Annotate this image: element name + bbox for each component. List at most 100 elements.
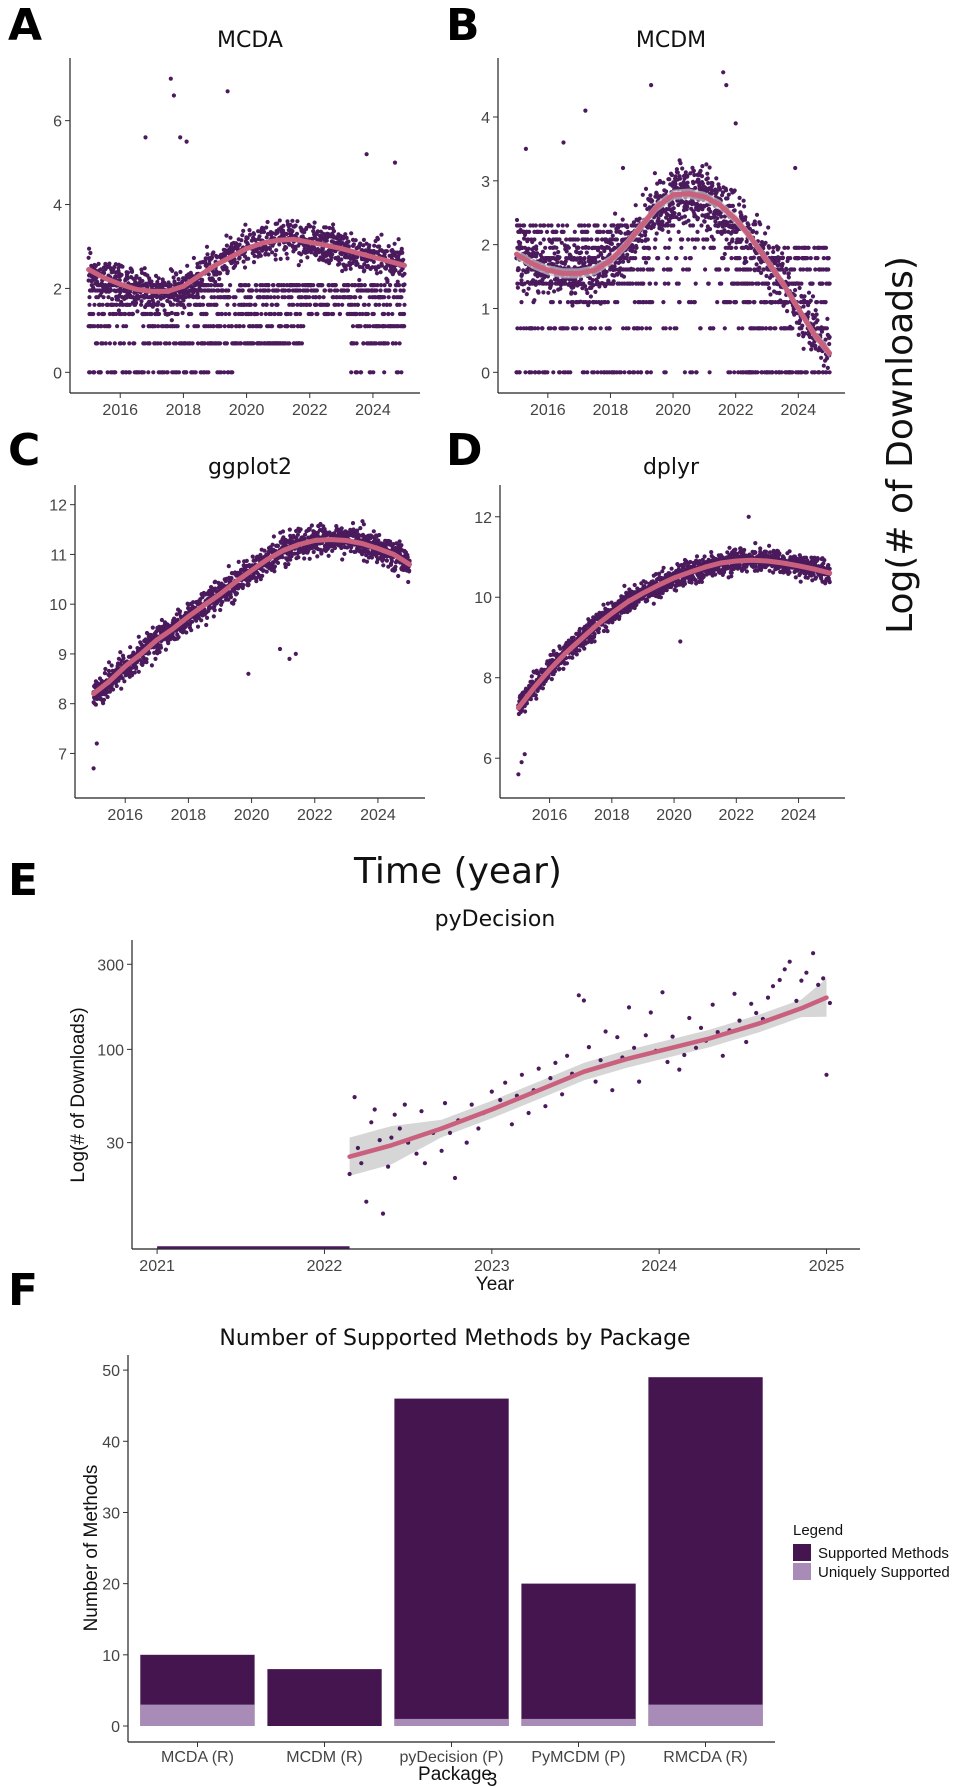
data-point xyxy=(314,302,319,307)
data-point xyxy=(120,264,125,269)
data-point xyxy=(637,216,642,221)
data-point xyxy=(190,619,195,624)
data-point xyxy=(280,228,286,233)
data-point xyxy=(660,227,665,232)
data-point xyxy=(823,337,828,342)
data-point xyxy=(393,268,398,273)
data-point xyxy=(191,255,196,261)
data-point xyxy=(361,237,366,242)
data-point xyxy=(554,245,559,250)
data-point xyxy=(540,249,546,254)
data-point xyxy=(564,237,569,242)
data-point xyxy=(677,212,682,217)
data-point xyxy=(611,279,616,284)
data-point xyxy=(232,302,237,307)
data-point xyxy=(551,370,556,375)
data-point xyxy=(226,288,231,293)
data-point xyxy=(666,281,671,286)
shared-y-axis-title: Log(# of Downloads) xyxy=(880,256,921,634)
data-point xyxy=(232,598,237,603)
data-point xyxy=(163,647,168,652)
x-tick-label: 2018 xyxy=(593,402,629,419)
x-tick-label: 2016 xyxy=(107,807,143,824)
data-point xyxy=(552,251,557,256)
data-point xyxy=(768,326,774,331)
data-point xyxy=(284,231,289,237)
data-point xyxy=(275,295,281,300)
data-point xyxy=(724,237,729,242)
y-tick-label: 6 xyxy=(53,114,62,131)
data-point xyxy=(650,300,655,305)
data-point xyxy=(682,370,688,375)
data-point xyxy=(257,234,262,239)
data-point xyxy=(237,242,242,247)
data-point xyxy=(699,174,705,179)
data-point xyxy=(343,232,348,237)
data-point xyxy=(591,370,597,375)
data-point xyxy=(701,245,706,250)
data-point xyxy=(809,347,814,352)
data-point xyxy=(331,311,336,317)
y-tick-label: 4 xyxy=(481,110,490,127)
data-point xyxy=(103,666,108,672)
data-point xyxy=(357,277,362,283)
data-point xyxy=(707,370,712,375)
data-point xyxy=(777,291,782,296)
data-point xyxy=(243,222,248,227)
outlier-point xyxy=(523,146,529,151)
data-point xyxy=(773,326,778,331)
data-point xyxy=(105,694,110,700)
data-point xyxy=(211,250,216,255)
data-point xyxy=(247,232,253,237)
data-point xyxy=(92,324,97,329)
data-point xyxy=(156,324,161,329)
data-point xyxy=(739,237,744,242)
data-point xyxy=(532,237,537,242)
data-point xyxy=(213,279,218,284)
data-point xyxy=(161,303,166,308)
data-point xyxy=(650,267,655,272)
data-point xyxy=(375,283,380,288)
data-point xyxy=(128,645,133,650)
data-point xyxy=(233,263,238,268)
data-point xyxy=(736,326,741,331)
data-point xyxy=(643,203,648,208)
data-point xyxy=(698,168,703,173)
data-point xyxy=(237,324,243,329)
data-point xyxy=(129,268,135,274)
data-point xyxy=(146,370,151,375)
data-point xyxy=(573,291,578,296)
data-point xyxy=(197,265,202,270)
data-point xyxy=(354,341,359,346)
data-point xyxy=(106,668,112,674)
data-point xyxy=(669,172,675,178)
data-point xyxy=(100,341,105,346)
data-point xyxy=(185,324,190,329)
data-point xyxy=(680,166,685,171)
data-point xyxy=(87,295,92,300)
data-point xyxy=(677,176,683,181)
data-point xyxy=(583,284,588,289)
data-point xyxy=(242,265,248,270)
data-point xyxy=(105,370,110,375)
data-point xyxy=(598,326,603,331)
data-point xyxy=(156,300,161,305)
data-point xyxy=(113,262,118,267)
data-point xyxy=(763,231,768,236)
data-point xyxy=(263,311,268,317)
data-point xyxy=(666,229,671,234)
data-point xyxy=(353,238,358,243)
data-point xyxy=(225,269,230,274)
data-point xyxy=(396,237,401,242)
data-point xyxy=(218,324,223,329)
data-point xyxy=(125,276,130,281)
data-point xyxy=(715,300,720,305)
data-point xyxy=(259,311,264,317)
data-point xyxy=(700,164,705,169)
data-point xyxy=(355,370,360,375)
data-point xyxy=(348,266,353,271)
data-point xyxy=(249,311,254,317)
data-point xyxy=(625,225,630,230)
data-point xyxy=(771,249,776,255)
